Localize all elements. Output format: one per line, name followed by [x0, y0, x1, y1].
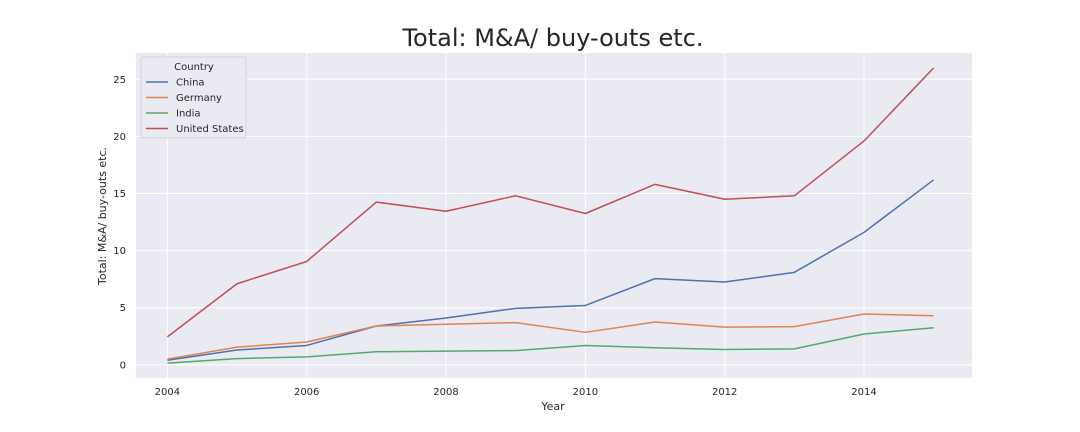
series-line-united-states	[166, 67, 935, 338]
y-tick-label: 5	[120, 303, 126, 314]
y-tick-label: 15	[113, 189, 126, 200]
series-lines	[166, 67, 935, 364]
x-tick-label: 2006	[294, 387, 319, 398]
x-tick-label: 2004	[155, 387, 180, 398]
y-tick-label: 20	[113, 132, 126, 143]
y-tick-label: 0	[120, 360, 126, 371]
x-tick-labels: 2004 2006 2008 2010 2012 2014	[155, 387, 877, 398]
series-line-india	[167, 326, 934, 364]
series-line-germany	[167, 313, 934, 360]
legend-label-germany: Germany	[176, 93, 222, 104]
series-line-china	[167, 179, 935, 362]
y-tick-label: 10	[113, 246, 126, 257]
x-tick-label: 2010	[573, 387, 598, 398]
legend-label-united-states: United States	[176, 124, 244, 135]
legend-label-china: China	[176, 78, 205, 89]
x-tick-label: 2012	[712, 387, 737, 398]
x-tick-label: 2008	[433, 387, 458, 398]
y-axis-label: Total: M&A/ buy-outs etc.	[96, 147, 109, 286]
x-tick-label: 2014	[851, 387, 876, 398]
legend-label-india: India	[176, 109, 201, 120]
legend-box	[140, 56, 247, 139]
y-tick-label: 25	[113, 75, 126, 86]
legend: Country China Germany India United States	[140, 56, 247, 139]
y-tick-labels: 0 5 10 15 20 25	[113, 75, 126, 372]
plot-area	[136, 53, 972, 378]
legend-title: Country	[174, 62, 214, 73]
chart-title: Total: M&A/ buy-outs etc.	[401, 24, 703, 52]
x-axis-label: Year	[540, 400, 565, 413]
